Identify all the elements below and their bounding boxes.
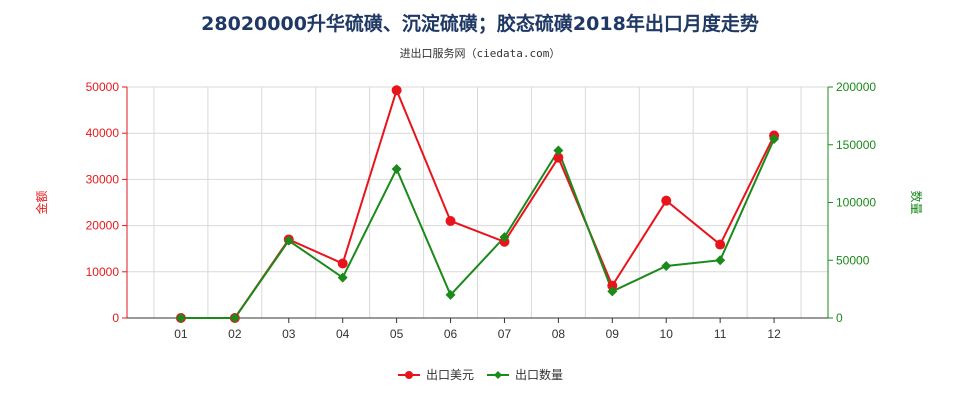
- left-tick-label: 10000: [86, 265, 120, 279]
- legend-marker: [494, 371, 502, 379]
- series-2-point[interactable]: [553, 145, 564, 156]
- right-axis-ticks: 0 50000 100000 150000 200000: [828, 80, 876, 325]
- series-2-point[interactable]: [175, 313, 186, 323]
- series-1-point[interactable]: [337, 258, 348, 269]
- series-1-point[interactable]: [391, 85, 402, 96]
- series-1-point[interactable]: [445, 215, 456, 226]
- legend-marker: [405, 371, 413, 379]
- x-tick-label: 03: [282, 327, 296, 341]
- left-tick-label: 30000: [86, 172, 120, 186]
- legend-item-1[interactable]: 出口美元: [398, 368, 474, 382]
- series-2-point[interactable]: [769, 133, 780, 144]
- series-2-point[interactable]: [283, 235, 294, 246]
- right-tick-label: 200000: [836, 80, 876, 94]
- series-1-point[interactable]: [553, 152, 564, 163]
- left-axis-label: 金额: [34, 190, 49, 214]
- series-2-point[interactable]: [229, 313, 240, 323]
- legend-label: 出口美元: [426, 368, 474, 382]
- series-layer: [175, 85, 780, 323]
- series-2-point[interactable]: [499, 232, 510, 243]
- grid-lines: [127, 86, 828, 319]
- x-tick-label: 10: [660, 327, 674, 341]
- x-tick-label: 05: [390, 327, 404, 341]
- x-axis-ticks: 01 02 03 04 05 06 07 08 09 10 11 12: [174, 318, 781, 341]
- series-line-2: [180, 138, 775, 319]
- series-2-point[interactable]: [337, 272, 348, 283]
- right-axis-label: 数量: [909, 190, 924, 214]
- series-2-point[interactable]: [445, 289, 456, 300]
- left-tick-label: 50000: [86, 80, 120, 94]
- right-tick-label: 0: [836, 311, 843, 325]
- legend-label: 出口数量: [515, 367, 563, 382]
- x-tick-label: 04: [336, 327, 350, 341]
- right-tick-label: 50000: [836, 253, 870, 267]
- left-tick-label: 20000: [86, 219, 120, 233]
- series-1-point[interactable]: [607, 280, 618, 291]
- x-tick-label: 06: [444, 327, 458, 341]
- legend[interactable]: 出口美元 出口数量: [398, 367, 563, 382]
- series-2-point[interactable]: [391, 164, 402, 175]
- chart-title: 28020000升华硫磺、沉淀硫磺；胶态硫磺2018年出口月度走势: [201, 12, 759, 35]
- chart-subtitle: 进出口服务网（ciedata.com）: [400, 46, 561, 60]
- series-1-point[interactable]: [715, 239, 726, 250]
- right-tick-label: 100000: [836, 196, 876, 210]
- x-tick-label: 01: [174, 327, 188, 341]
- series-2-point[interactable]: [715, 255, 726, 266]
- x-tick-label: 12: [767, 327, 781, 341]
- series-2-point[interactable]: [661, 261, 672, 272]
- x-tick-label: 11: [714, 327, 727, 341]
- x-tick-label: 02: [228, 327, 242, 341]
- x-tick-label: 07: [498, 327, 512, 341]
- series-2-point[interactable]: [607, 286, 618, 297]
- series-1-point[interactable]: [661, 195, 672, 206]
- x-tick-label: 09: [606, 327, 620, 341]
- right-tick-label: 150000: [836, 138, 876, 152]
- x-tick-label: 08: [552, 327, 566, 341]
- left-axis-ticks: 0 10000 20000 30000 40000 50000: [86, 80, 127, 325]
- legend-item-2[interactable]: 出口数量: [487, 367, 563, 382]
- left-tick-label: 40000: [86, 126, 120, 140]
- left-tick-label: 0: [112, 311, 119, 325]
